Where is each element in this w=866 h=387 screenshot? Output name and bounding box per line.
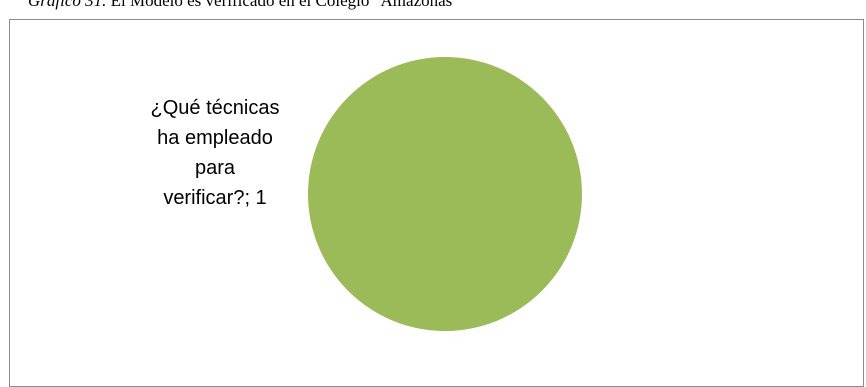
pie-data-label-line: ha empleado (157, 127, 273, 149)
pie-data-label-line: ¿Qué técnicas (151, 97, 280, 119)
caption-lead: Gráfico 31. (28, 0, 107, 10)
pie-data-label-line: verificar?; 1 (163, 187, 266, 209)
figure-caption: Gráfico 31. El Modelo es verificado en e… (28, 0, 459, 11)
pie-data-label: ¿Qué técnicas ha empleado para verificar?; … (151, 97, 280, 209)
pie-slice-0 (308, 57, 582, 331)
pie-data-label-line: para (195, 157, 236, 179)
caption-text: El Modelo es verificado en el Colegio "A… (106, 0, 460, 10)
